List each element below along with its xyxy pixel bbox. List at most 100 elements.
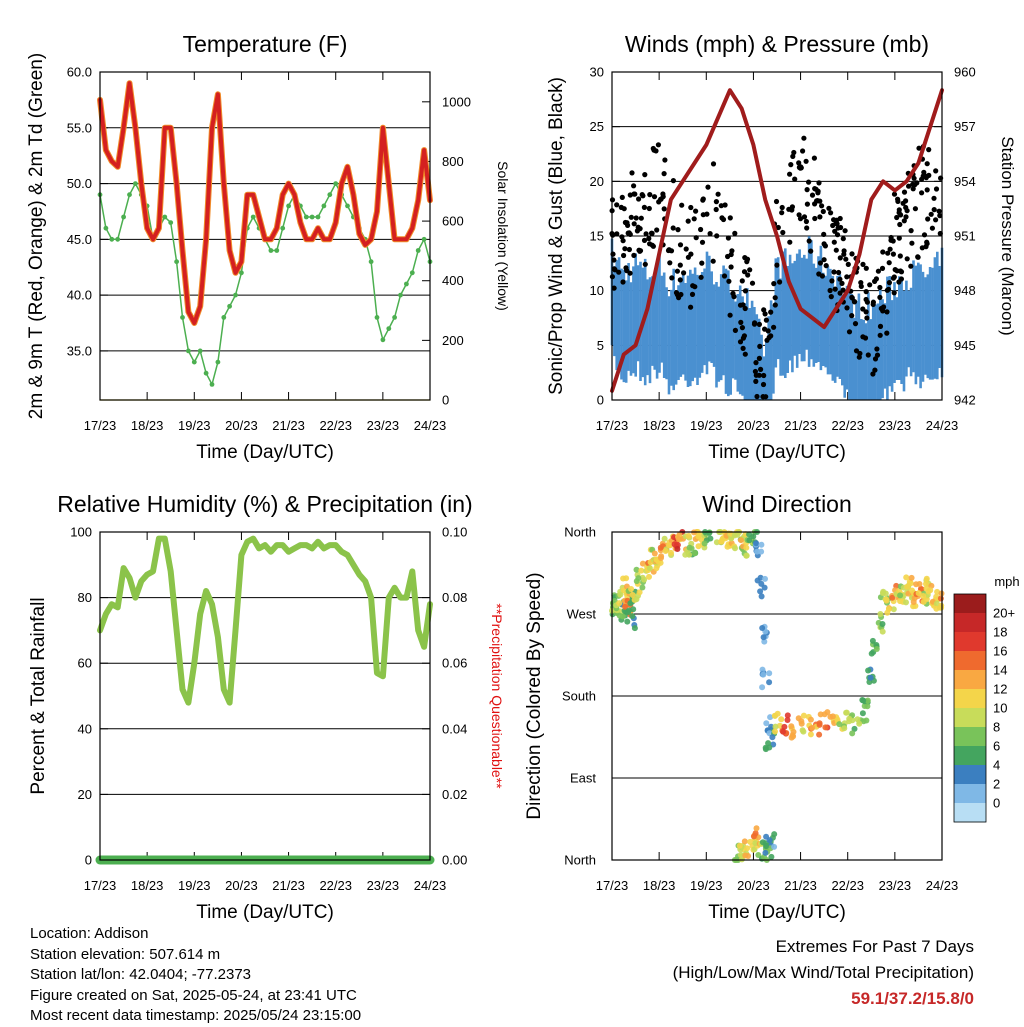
gust-point [919,190,925,196]
wind-direction-point [731,532,738,539]
gust-point [632,191,638,197]
wind-direction-point [923,580,929,587]
colorbar-title: mph [994,574,1019,589]
wind-direction-point [752,840,759,847]
gust-point [683,246,689,252]
wind-direction-point [854,716,861,723]
chart-1-ytick-label: 45.0 [67,232,92,247]
gust-point [873,276,880,282]
wind-direction-point [790,733,797,740]
gust-point [843,256,849,262]
colorbar-label: 8 [993,720,1000,735]
gust-point [677,262,683,268]
chart-3-xtick-label: 20/23 [225,878,258,893]
gust-point [806,238,812,244]
gust-point [831,269,837,275]
gust-point [719,215,725,221]
wind-direction-point [908,574,915,581]
gust-point [829,278,835,284]
chart-3-ylabel: Percent & Total Rainfall [28,597,49,794]
colorbar-label: 12 [993,682,1007,697]
wind-direction-point [766,837,773,844]
chart-1-xtick-label: 22/23 [319,418,352,433]
wind-direction-point [933,605,940,612]
gust-point [714,233,720,239]
gust-point [811,155,818,161]
wind-direction-point [638,567,645,574]
chart-2-xtick-label: 18/23 [643,418,676,433]
chart-3-ytick-label: 20 [78,787,92,802]
gust-point [817,214,823,220]
gust-point [897,268,904,274]
wind-direction-point [800,728,807,735]
wind-direction-point [903,599,909,606]
gust-point [852,321,859,327]
chart-2-xlabel: Time (Day/UTC) [708,442,846,463]
chart-3-ytick-label: 60 [78,656,92,671]
gust-point [610,251,616,257]
wind-direction-point [824,709,831,716]
gust-point [756,321,763,327]
gust-point [832,286,838,292]
gust-point [828,210,834,216]
gust-point [845,261,851,267]
chart-1-xtick-label: 21/23 [272,418,305,433]
wind-direction-point [629,592,636,598]
wind-direction-point [624,618,631,625]
gust-point [688,204,694,211]
wind-direction-point [836,721,843,728]
gust-point [906,183,912,189]
chart-1-y2tick-label: 800 [442,154,464,169]
wind-direction-point [868,650,875,657]
wind-direction-point [646,573,652,580]
gust-point [817,198,823,204]
gust-point [926,147,932,153]
gust-point [933,217,939,223]
gust-point [836,269,842,276]
gust-point [895,196,901,202]
gust-point [912,182,918,188]
station-location: Location: Addison [30,925,149,942]
gust-point [821,231,827,237]
chart-3-ytick-label: 0 [85,853,92,868]
gust-point [771,281,777,287]
chart-2-y2label: Station Pressure (Maroon) [998,136,1017,335]
gust-point [677,242,684,248]
gust-point [880,308,886,314]
chart-3-y2tick-label: 0.02 [442,787,467,802]
gust-point [622,219,629,226]
gust-point [775,224,781,231]
wind-direction-point [859,710,866,717]
pressure-line [610,88,944,393]
gust-point [831,217,837,223]
chart-1-xtick-label: 18/23 [131,418,164,433]
gust-point [904,208,910,214]
colorbar-label: 0 [993,796,1000,811]
gust-point [727,312,733,318]
colorbar-frame [953,593,987,823]
gust-point [742,288,749,294]
gust-point [661,171,667,177]
gust-point [912,206,919,212]
colorbar-swatch [954,727,986,747]
wind-direction-point [778,716,785,723]
chart-2-y2tick-label: 954 [954,174,976,189]
extremes-title: Extremes For Past 7 Days [775,937,974,956]
wind-direction-point [617,591,624,598]
wind-direction-point [856,720,863,727]
chart-3-frame [99,531,431,861]
gust-point [689,291,696,297]
wind-direction-point [633,596,640,603]
gust-point [641,237,648,243]
gust-point [860,334,866,340]
chart-4-xtick-label: 22/23 [831,878,864,893]
wind-direction-point [765,740,772,747]
gust-point [646,235,652,242]
gust-point [803,158,809,164]
chart-3-y2tick-label: 0.08 [442,590,467,605]
gust-point [803,218,810,225]
chart-1-y2tick-label: 0 [442,393,449,408]
wind-direction-point [890,606,897,613]
gust-point [721,273,728,279]
chart-2-y2tick-label: 945 [954,338,976,353]
